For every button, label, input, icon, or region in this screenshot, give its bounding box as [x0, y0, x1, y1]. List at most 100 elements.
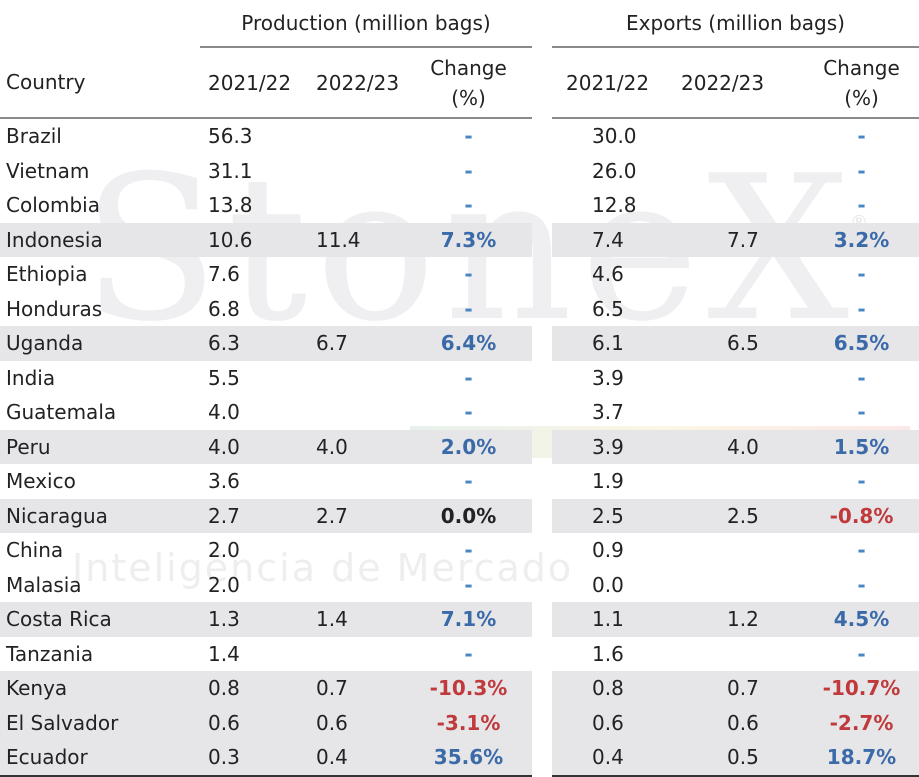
country-cell: Indonesia	[0, 222, 200, 257]
country-cell: Guatemala	[6, 400, 117, 425]
production-2022-cell	[310, 118, 405, 154]
country-cell: Vietnam	[6, 158, 90, 183]
production-2022-cell: 1.4	[310, 602, 405, 637]
production-2021-cell: 2.7	[200, 498, 310, 533]
exports-2021-cell: 2.5	[552, 498, 659, 533]
exports-2021-cell: 1.9	[592, 469, 624, 494]
table-row: China 2.0 - 0.9 -	[0, 533, 919, 568]
production-change-cell: -	[464, 572, 473, 597]
country-cell: Colombia	[6, 193, 100, 218]
production-2021-cell: 31.1	[208, 158, 253, 183]
exports-2022-cell: 2.5	[659, 498, 804, 533]
gap-cell	[532, 464, 552, 499]
production-change-cell: -	[464, 538, 473, 563]
exports-2021-cell: 0.4	[552, 740, 659, 777]
gap-cell	[532, 361, 552, 396]
table-row: Vietnam 31.1 - 26.0 -	[0, 154, 919, 189]
country-cell: Costa Rica	[0, 602, 200, 637]
production-change-cell: 7.3%	[405, 222, 532, 257]
exports-2021-cell: 7.4	[552, 222, 659, 257]
exports-change-cell: -2.7%	[804, 705, 919, 740]
table-row: Honduras 6.8 - 6.5 -	[0, 292, 919, 327]
gap-cell	[532, 257, 552, 292]
gap-cell	[532, 154, 552, 189]
gap-cell	[532, 602, 552, 637]
exports-change-cell: -0.8%	[804, 498, 919, 533]
production-2021-cell: 56.3	[208, 124, 253, 149]
exports-change-cell: 3.2%	[804, 222, 919, 257]
exports-change-cell: 1.5%	[804, 429, 919, 464]
exports-2022-cell	[659, 118, 804, 154]
production-2022-cell	[310, 395, 405, 430]
gap-cell	[532, 568, 552, 603]
production-2022-cell: 4.0	[310, 429, 405, 464]
exports-2022-cell	[659, 637, 804, 672]
country-cell: Peru	[0, 429, 200, 464]
production-2021-cell: 2.0	[208, 538, 240, 563]
production-change-cell: 35.6%	[405, 740, 532, 777]
gap-cell	[532, 706, 552, 741]
country-cell: China	[6, 538, 64, 563]
production-2022-cell: 0.6	[310, 705, 405, 740]
exports-change-cell: -	[857, 572, 866, 597]
table-row: Peru 4.0 4.0 2.0% 3.9 4.0 1.5%	[0, 429, 919, 464]
production-change-cell: 6.4%	[405, 326, 532, 361]
production-2021-cell: 4.0	[208, 400, 240, 425]
production-2021-cell: 7.6	[208, 262, 240, 287]
production-2021-cell: 4.0	[200, 429, 310, 464]
production-change-cell: -	[464, 400, 473, 425]
production-change-header: Change (%)	[405, 47, 532, 119]
exports-2022-cell	[659, 257, 804, 292]
table-row: Malasia 2.0 - 0.0 -	[0, 568, 919, 603]
production-2022-cell: 6.7	[310, 326, 405, 361]
production-2021-cell: 13.8	[208, 193, 253, 218]
exports-change-cell: 6.5%	[804, 326, 919, 361]
production-2021-cell: 6.8	[208, 296, 240, 321]
gap-cell	[532, 326, 552, 361]
exports-2021-cell: 0.9	[592, 538, 624, 563]
exports-2021-cell: 30.0	[592, 124, 637, 149]
exports-change-cell: -	[857, 296, 866, 321]
exports-2021-cell: 3.9	[552, 429, 659, 464]
exports-change-cell: 18.7%	[804, 740, 919, 777]
production-2021-cell: 1.4	[208, 641, 240, 666]
production-change-cell: -	[464, 365, 473, 390]
production-2021-cell: 0.3	[200, 740, 310, 777]
production-year2-header: 2022/23	[310, 47, 405, 119]
production-2021-cell: 0.8	[200, 671, 310, 706]
table-row: Indonesia 10.6 11.4 7.3% 7.4 7.7 3.2%	[0, 222, 919, 257]
production-change-cell: -	[464, 124, 473, 149]
exports-group-header: Exports (million bags)	[552, 0, 919, 48]
exports-2021-cell: 6.5	[592, 296, 624, 321]
gap-cell	[532, 395, 552, 430]
table-row: India 5.5 - 3.9 -	[0, 361, 919, 396]
country-cell: Brazil	[6, 124, 62, 149]
production-2022-cell	[310, 568, 405, 603]
gap-cell	[532, 188, 552, 223]
exports-change-cell: -	[857, 400, 866, 425]
production-2022-cell	[310, 533, 405, 568]
table-row: Colombia 13.8 - 12.8 -	[0, 188, 919, 223]
gap-cell	[532, 292, 552, 327]
production-2022-cell	[310, 257, 405, 292]
country-cell: Uganda	[0, 326, 200, 361]
exports-2022-cell	[659, 292, 804, 327]
exports-change-cell: -	[857, 469, 866, 494]
production-2021-cell: 6.3	[200, 326, 310, 361]
gap-cell	[532, 499, 552, 534]
country-cell: Ethiopia	[6, 262, 88, 287]
production-2022-cell	[310, 361, 405, 396]
exports-2021-cell: 6.1	[552, 326, 659, 361]
country-cell: Ecuador	[0, 740, 200, 777]
gap-cell	[532, 740, 552, 776]
production-change-cell: -3.1%	[405, 705, 532, 740]
production-group-header: Production (million bags)	[200, 0, 532, 48]
table-row: Uganda 6.3 6.7 6.4% 6.1 6.5 6.5%	[0, 326, 919, 361]
exports-2021-cell: 4.6	[592, 262, 624, 287]
exports-2021-cell: 12.8	[592, 193, 637, 218]
exports-change-cell: 4.5%	[804, 602, 919, 637]
exports-change-cell: -10.7%	[804, 671, 919, 706]
country-header: Country	[0, 47, 200, 119]
exports-change-cell: -	[857, 641, 866, 666]
table-row: Guatemala 4.0 - 3.7 -	[0, 395, 919, 430]
